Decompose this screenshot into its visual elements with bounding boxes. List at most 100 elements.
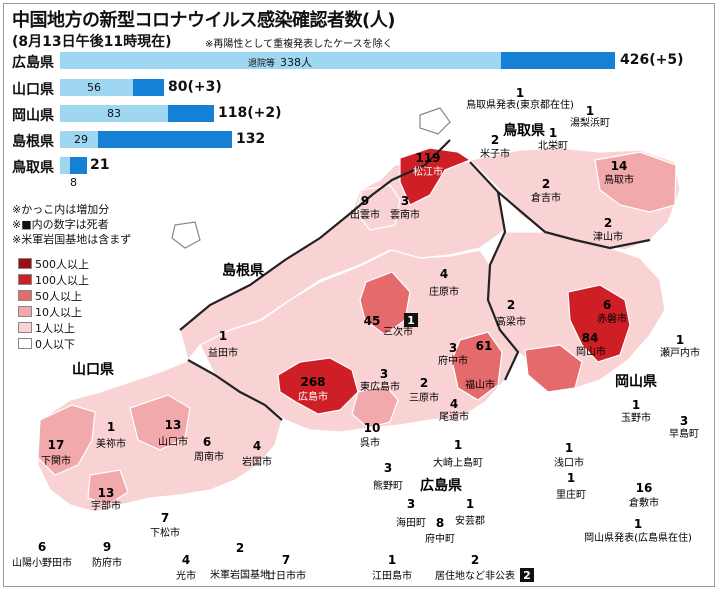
bar-total-tottori: 21: [90, 157, 110, 173]
city-count: 1: [634, 517, 642, 531]
municipality-shapes: [37, 107, 681, 513]
city-count: 3: [384, 461, 392, 475]
city-count: 1: [454, 438, 462, 452]
shimonoseki-area: [37, 404, 96, 476]
city-name: 尾道市: [439, 410, 469, 423]
city-name: 居住地など非公表: [435, 569, 515, 582]
city-name: 岡山市: [576, 345, 606, 358]
bar-discharged-value-yamaguchi: 56: [87, 81, 101, 94]
city-name: 下松市: [150, 526, 180, 539]
city-labels: 1 鳥取県発表(東京都在住) 1 湯梨浜町 1 北栄町 2 米子市 119 松江…: [12, 86, 700, 582]
city-name: 雲南市: [390, 208, 420, 221]
bar-active-tottori: [70, 157, 87, 174]
notes: ※かっこ内は増加分 ※■内の数字は死者 ※米軍岩国基地は含まず: [12, 202, 131, 247]
kurashiki-area: [524, 344, 583, 393]
bar-total-yamaguchi: 80(+3): [168, 79, 222, 95]
city-name: 北栄町: [538, 140, 568, 152]
oki-island-small: [171, 221, 201, 249]
legend-swatch: [18, 322, 32, 333]
city-name: 呉市: [360, 436, 380, 449]
duplicate-note: ※再陽性として重複発表したケースを除く: [205, 39, 393, 50]
city-name: 益田市: [208, 346, 238, 359]
city-name: 米軍岩国基地: [210, 568, 270, 581]
ube-area: [87, 469, 129, 506]
miyoshi-area: [359, 271, 411, 336]
map-title: 中国地方の新型コロナウイルス感染確認者数(人): [12, 10, 395, 31]
bar-label-tottori: 鳥取県: [12, 160, 54, 176]
city-count: 2: [507, 298, 515, 312]
legend-label: 50人以上: [35, 289, 82, 303]
city-count: 61: [476, 339, 493, 353]
city-count: 9: [361, 194, 369, 208]
city-name: 瀬戸内市: [660, 346, 700, 359]
city-name: 広島市: [298, 390, 328, 403]
bar-total-hiroshima: 426(+5): [620, 52, 684, 68]
city-count: 1: [632, 398, 640, 412]
miyoshi-deaths-value: 1: [407, 314, 415, 327]
bar-discharged-value-okayama: 83: [107, 107, 121, 120]
city-name: 鳥取県発表(東京都在住): [466, 98, 574, 111]
oki-island: [419, 107, 451, 135]
city-count: 1: [219, 329, 227, 343]
bar-discharged-tottori: [60, 157, 70, 174]
bar-discharged-value-shimane: 29: [74, 133, 88, 146]
legend-item: 100人以上: [18, 272, 89, 287]
city-count: 4: [440, 267, 448, 281]
city-count: 2: [471, 553, 479, 567]
legend-label: 1人以上: [35, 321, 75, 335]
city-count: 3: [680, 414, 688, 428]
bar-discharged-yamaguchi: 56: [60, 79, 133, 96]
bar-active-shimane: [98, 131, 232, 148]
figure-frame: [3, 3, 715, 587]
legend-item: 500人以上: [18, 256, 89, 271]
city-name: 三原市: [409, 391, 439, 404]
legend-swatch: [18, 258, 32, 269]
tottori-city-area: [594, 151, 677, 213]
shimane-hiroshima-border: [179, 139, 451, 331]
pref-name-tottori: 鳥取県: [503, 122, 545, 139]
city-count: 13: [98, 486, 115, 500]
city-count: 6: [38, 540, 46, 554]
bar-okayama: 83: [60, 105, 214, 122]
city-name: 岡山県発表(広島県在住): [584, 531, 692, 544]
pref-name-yamaguchi: 山口県: [72, 362, 114, 378]
city-count: 1: [466, 497, 474, 511]
note-deaths: ※■内の数字は死者: [12, 218, 109, 231]
legend-label: 500人以上: [35, 257, 89, 271]
city-count: 8: [436, 516, 444, 530]
city-name: 里庄町: [556, 488, 586, 501]
city-count: 14: [611, 159, 628, 173]
bar-tottori: [60, 157, 87, 174]
city-count: 6: [203, 435, 211, 449]
legend-label: 10人以上: [35, 305, 82, 319]
city-count: 13: [165, 418, 182, 432]
pref-name-hiroshima: 広島県: [420, 477, 462, 494]
note-base: ※米軍岩国基地は含まず: [12, 233, 132, 246]
city-name: 東広島市: [360, 380, 400, 393]
city-name: 福山市: [465, 378, 495, 391]
city-count: 119: [415, 151, 440, 165]
city-count: 45: [364, 314, 381, 328]
city-count: 268: [300, 375, 325, 389]
bar-discharged-shimane: 29: [60, 131, 98, 148]
city-count: 3: [407, 497, 415, 511]
bar-shimane: 29: [60, 131, 232, 148]
undisclosed-deaths-box: [520, 568, 534, 582]
city-name: 防府市: [92, 556, 122, 569]
fukuyama-area: [451, 331, 503, 401]
bar-discharged-value-tottori: 8: [70, 176, 77, 189]
bar-total-okayama: 118(+2): [218, 105, 282, 121]
bar-discharged-label: 退院等: [248, 59, 276, 69]
city-count: 6: [603, 298, 611, 312]
city-name: 大崎上島町: [433, 456, 483, 469]
legend-swatch: [18, 290, 32, 301]
city-name: 出雲市: [350, 208, 380, 221]
city-count: 1: [567, 471, 575, 485]
city-name: 山口市: [158, 435, 188, 448]
city-count: 4: [253, 439, 261, 453]
city-name: 海田町: [396, 516, 426, 529]
city-name: 倉吉市: [531, 191, 561, 204]
bar-discharged-hiroshima: 退院等 338人: [60, 52, 501, 69]
city-count: 3: [449, 341, 457, 355]
city-count: 10: [364, 421, 381, 435]
